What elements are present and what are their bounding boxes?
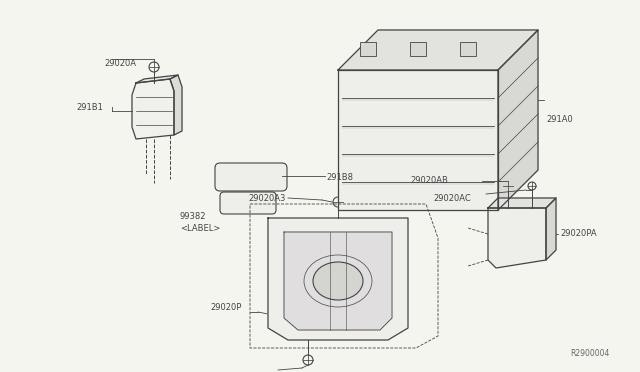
Text: R2900004: R2900004	[571, 349, 610, 358]
Text: 29020P: 29020P	[210, 304, 241, 312]
Text: 29020A: 29020A	[104, 59, 136, 68]
Polygon shape	[498, 30, 538, 210]
Polygon shape	[546, 198, 556, 260]
Text: 29020AC: 29020AC	[433, 194, 471, 203]
Polygon shape	[338, 70, 498, 210]
FancyBboxPatch shape	[220, 192, 276, 214]
Text: 291B1: 291B1	[76, 103, 103, 112]
Polygon shape	[488, 198, 556, 208]
Text: 291A0: 291A0	[546, 115, 573, 125]
Text: 291B8: 291B8	[326, 173, 353, 182]
Text: 29020AB: 29020AB	[410, 176, 448, 185]
FancyBboxPatch shape	[460, 42, 476, 56]
Polygon shape	[268, 218, 408, 340]
Polygon shape	[170, 75, 182, 135]
Polygon shape	[132, 79, 174, 139]
Text: 99382: 99382	[180, 212, 207, 221]
Polygon shape	[488, 208, 546, 268]
FancyBboxPatch shape	[410, 42, 426, 56]
FancyBboxPatch shape	[360, 42, 376, 56]
Text: 29020A3: 29020A3	[248, 194, 285, 203]
Polygon shape	[284, 232, 392, 330]
Polygon shape	[136, 75, 178, 83]
FancyBboxPatch shape	[215, 163, 287, 191]
Text: 29020PA: 29020PA	[560, 228, 596, 237]
Polygon shape	[338, 30, 538, 70]
Text: <LABEL>: <LABEL>	[180, 224, 220, 233]
Ellipse shape	[313, 262, 363, 300]
